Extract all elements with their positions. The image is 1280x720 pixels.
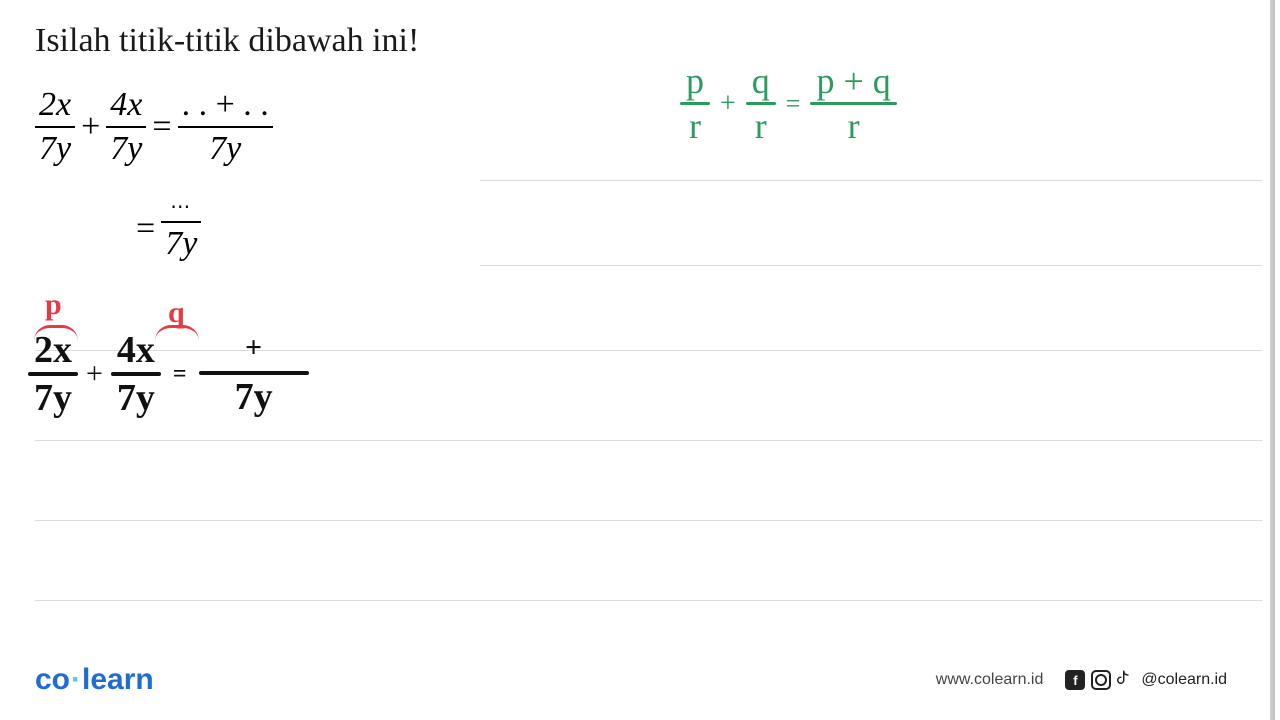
footer-right: www.colearn.id f @colearn.id (936, 669, 1227, 692)
brand-dot: · (71, 663, 81, 696)
numerator: 4x (106, 86, 146, 124)
ruled-line (480, 265, 1262, 266)
ruled-line (480, 180, 1262, 181)
tiktok-icon (1117, 669, 1135, 692)
brand-learn: learn (82, 663, 154, 696)
handwritten-green-rule: p r + q r = p + q r (680, 62, 897, 145)
footer: co·learn www.colearn.id f @colearn.id (0, 660, 1262, 700)
plus-operator: + (86, 357, 103, 391)
fraction-2x-7y-hand: 2x 7y (28, 330, 78, 418)
denominator: r (842, 107, 866, 145)
denominator: 7y (229, 377, 279, 417)
facebook-icon: f (1065, 670, 1085, 690)
fraction-bar (178, 126, 273, 128)
fraction-blank-7y: . . + . . 7y (178, 86, 273, 168)
fraction-4x-7y: 4x 7y (106, 86, 146, 168)
denominator: 7y (205, 130, 245, 168)
numerator: p + q (810, 62, 896, 100)
fraction-bar (106, 126, 146, 128)
handwritten-black-equation: 2x 7y + 4x 7y = + 7y (28, 330, 309, 418)
fraction-bar (746, 102, 776, 105)
brand-co: co (35, 663, 70, 696)
fraction-bar (111, 372, 161, 376)
denominator: 7y (161, 225, 201, 263)
equals-operator: = (786, 89, 801, 119)
denominator: 7y (111, 378, 161, 418)
social-handle: @colearn.id (1141, 671, 1227, 689)
ruled-line (35, 520, 1262, 521)
numerator: 4x (111, 330, 161, 370)
denominator: 7y (35, 130, 75, 168)
equals-operator: = (173, 361, 187, 388)
instagram-icon (1091, 670, 1111, 690)
numerator: 2x (28, 330, 78, 370)
denominator: r (683, 107, 707, 145)
plus-operator: + (81, 108, 100, 146)
printed-equation-line1: 2x 7y + 4x 7y = . . + . . 7y (35, 86, 273, 168)
denominator: 7y (106, 130, 146, 168)
fraction-4x-7y-hand: 4x 7y (111, 330, 161, 418)
fraction-bar (35, 126, 75, 128)
fraction-bar (28, 372, 78, 376)
ruled-line (35, 600, 1262, 601)
fraction-p-r: p r (680, 62, 710, 145)
fraction-dots-7y: ⋯ 7y (161, 195, 201, 263)
plus-operator: + (720, 88, 736, 120)
fraction-pq-r: p + q r (810, 62, 896, 145)
fraction-blank-7y-hand: + 7y (199, 332, 309, 417)
equals-operator: = (152, 108, 171, 146)
fraction-bar (680, 102, 710, 105)
fraction-q-r: q r (746, 62, 776, 145)
numerator-blank: . . + . . (178, 86, 273, 124)
numerator: p (680, 62, 710, 100)
denominator: r (749, 107, 773, 145)
footer-url: www.colearn.id (936, 671, 1044, 689)
fraction-2x-7y: 2x 7y (35, 86, 75, 168)
brand-logo: co·learn (35, 663, 154, 697)
fraction-bar (161, 221, 201, 223)
numerator-plus: + (199, 332, 309, 369)
fraction-bar (810, 102, 896, 105)
page-right-edge (1270, 0, 1280, 720)
ruled-line (35, 440, 1262, 441)
annotation-p: p (45, 288, 62, 322)
fraction-bar (199, 371, 309, 375)
page-title: Isilah titik-titik dibawah ini! (35, 22, 419, 60)
numerator-dots: ⋯ (166, 195, 196, 219)
equals-operator: = (136, 210, 155, 248)
printed-equation-line2: = ⋯ 7y (130, 195, 201, 263)
numerator: 2x (35, 86, 75, 124)
social-icons: f @colearn.id (1065, 669, 1227, 692)
denominator: 7y (28, 378, 78, 418)
numerator: q (746, 62, 776, 100)
